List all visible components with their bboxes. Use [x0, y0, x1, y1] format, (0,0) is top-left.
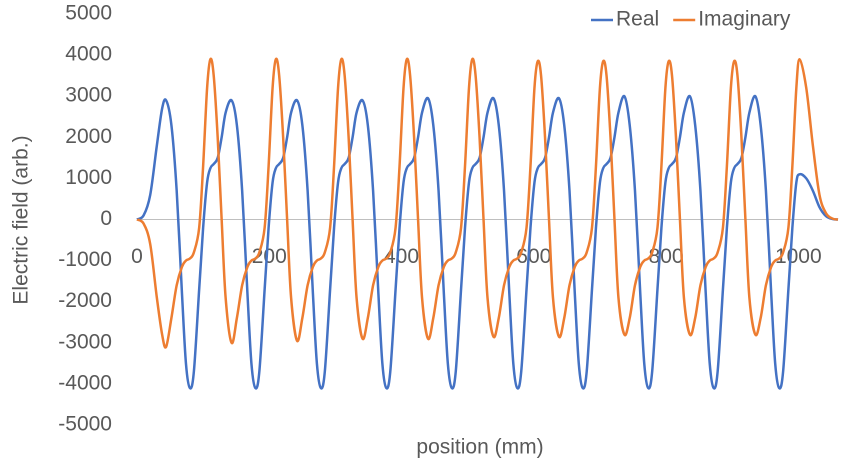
y-tick-label: 5000 — [65, 2, 112, 25]
x-tick-label: 0 — [131, 245, 143, 268]
y-tick-label: -4000 — [58, 371, 112, 394]
y-tick-label: 0 — [100, 207, 112, 230]
y-axis-title: Electric field (arb.) — [10, 135, 33, 304]
x-tick-label: 600 — [516, 245, 551, 268]
y-tick-label: -1000 — [58, 248, 112, 271]
y-tick-label: 3000 — [65, 84, 112, 107]
y-tick-label: 2000 — [65, 125, 112, 148]
x-tick-label: 1000 — [775, 245, 822, 268]
y-tick-label: -5000 — [58, 413, 112, 436]
x-tick-label: 800 — [649, 245, 684, 268]
x-axis-title: position (mm) — [416, 436, 543, 459]
x-tick-label: 400 — [384, 245, 419, 268]
y-tick-label: 1000 — [65, 166, 112, 189]
line-series — [136, 57, 839, 349]
y-tick-label: 4000 — [65, 43, 112, 66]
legend-label: Imaginary — [698, 8, 791, 31]
line-series — [136, 94, 839, 390]
y-tick-label: -3000 — [58, 330, 112, 353]
y-tick-label: -2000 — [58, 289, 112, 312]
legend-label: Real — [616, 8, 659, 31]
